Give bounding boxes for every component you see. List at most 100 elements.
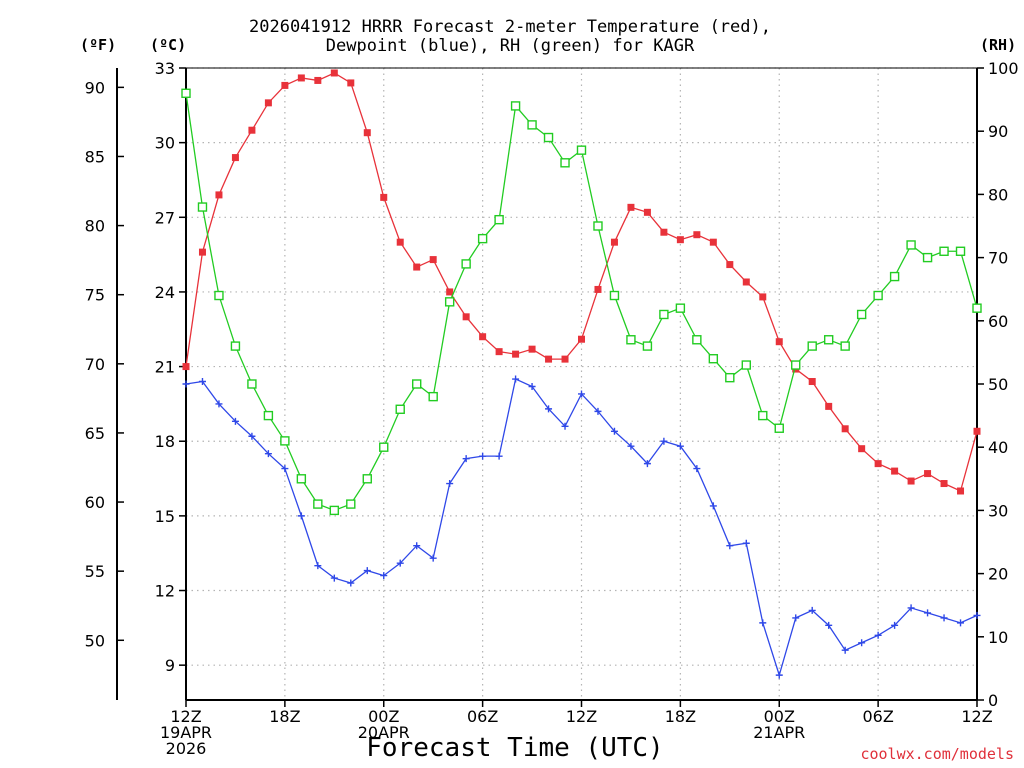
dewpoint-point (248, 432, 256, 440)
dewpoint-point (363, 567, 371, 575)
dewpoint-point (297, 512, 305, 520)
temperature-point (726, 261, 734, 269)
temperature-point (775, 338, 783, 346)
rh-point (873, 290, 883, 301)
fahrenheit-tick-label: 90 (85, 78, 105, 97)
temperature-point (561, 355, 569, 363)
dewpoint-point (446, 480, 454, 488)
temperature-point (231, 154, 239, 162)
rh-point (856, 309, 867, 320)
rh-point (247, 379, 257, 389)
temperature-point (709, 238, 717, 246)
temperature-point (874, 460, 882, 468)
rh-point (626, 335, 636, 345)
dewpoint-point (264, 450, 272, 458)
rh-point (692, 335, 702, 345)
rh-point (428, 391, 438, 402)
temperature-point (215, 191, 223, 199)
rh-point (593, 221, 603, 231)
temperature-point (347, 79, 355, 87)
dewpoint-point (825, 621, 833, 629)
temperature-point (363, 129, 371, 137)
fahrenheit-tick-label: 80 (85, 217, 105, 236)
temperature-point (660, 228, 668, 236)
celsius-tick-label: 12 (155, 582, 175, 601)
fahrenheit-tick-label: 85 (85, 147, 105, 166)
rh-point (527, 120, 537, 130)
dewpoint-point (594, 407, 602, 415)
rh-point (922, 252, 933, 263)
rh-point (379, 442, 389, 452)
temperature-point (528, 345, 536, 353)
x-tick-label: 18Z (269, 707, 300, 726)
rh-tick-label: 0 (988, 691, 998, 710)
dewpoint-point (874, 631, 882, 639)
temperature-point (198, 248, 206, 256)
temperature-point (643, 208, 651, 216)
temperature-point (841, 425, 849, 433)
fahrenheit-tick-label: 50 (85, 631, 105, 650)
x-tick-label: 06Z (862, 707, 893, 726)
rh-point (329, 505, 340, 516)
temperature-point (545, 355, 553, 363)
rh-point (708, 354, 719, 364)
temperature-point (759, 293, 767, 301)
rh-tick-label: 50 (988, 375, 1008, 394)
temperature-point (627, 203, 635, 211)
x-tick-label: 19APR (160, 723, 212, 742)
rh-point (955, 246, 966, 256)
rh-point (214, 290, 224, 301)
dewpoint-point (380, 572, 388, 580)
dewpoint-point (759, 619, 767, 627)
dewpoint-point (545, 405, 553, 413)
dewpoint-point (512, 375, 520, 383)
dewpoint-point (676, 442, 684, 450)
celsius-axis-unit: (ºC) (150, 36, 187, 54)
x-tick-label: 00Z (764, 707, 795, 726)
celsius-tick-label: 21 (155, 358, 175, 377)
rh-point (362, 474, 372, 484)
temperature-point (495, 348, 503, 356)
dewpoint-point (924, 609, 932, 617)
rh-tick-label: 10 (988, 628, 1008, 647)
rh-point (791, 360, 801, 370)
rh-point (807, 341, 817, 351)
temperature-point (462, 313, 470, 321)
x-tick-label: 12Z (566, 707, 597, 726)
rh-tick-label: 100 (988, 59, 1019, 78)
dewpoint-point (347, 579, 355, 587)
rh-point (412, 379, 422, 389)
dewpoint-point (693, 465, 701, 473)
series-line-dewpoint (185, 378, 978, 678)
temperature-point (297, 74, 305, 82)
site-credit: coolwx.com/models (860, 745, 1014, 763)
dewpoint-point (561, 422, 569, 430)
temperature-point (182, 363, 190, 371)
x-tick-label: 21APR (753, 723, 805, 742)
dewpoint-point (528, 382, 536, 390)
temperature-point (676, 236, 684, 244)
rh-tick-label: 60 (988, 312, 1008, 331)
dewpoint-point (709, 502, 717, 510)
dewpoint-point (281, 465, 289, 473)
celsius-tick-label: 27 (155, 208, 175, 227)
dewpoint-point (231, 417, 239, 425)
celsius-tick-label: 18 (155, 432, 175, 451)
rh-point (741, 360, 751, 370)
temperature-point (578, 335, 585, 343)
dewpoint-point (413, 542, 421, 550)
rh-point (823, 335, 834, 345)
dewpoint-point (479, 452, 487, 460)
rh-point (576, 145, 587, 155)
rh-tick-label: 70 (988, 249, 1008, 268)
dewpoint-point (660, 437, 668, 445)
temperature-point (891, 467, 899, 475)
rh-point (642, 341, 653, 351)
rh-point (560, 158, 570, 168)
rh-tick-label: 80 (988, 185, 1008, 204)
temperature-point (594, 285, 602, 293)
temperature-point (264, 99, 272, 107)
x-tick-label: 06Z (467, 707, 498, 726)
celsius-tick-label: 9 (165, 656, 175, 675)
dewpoint-point (314, 562, 322, 570)
